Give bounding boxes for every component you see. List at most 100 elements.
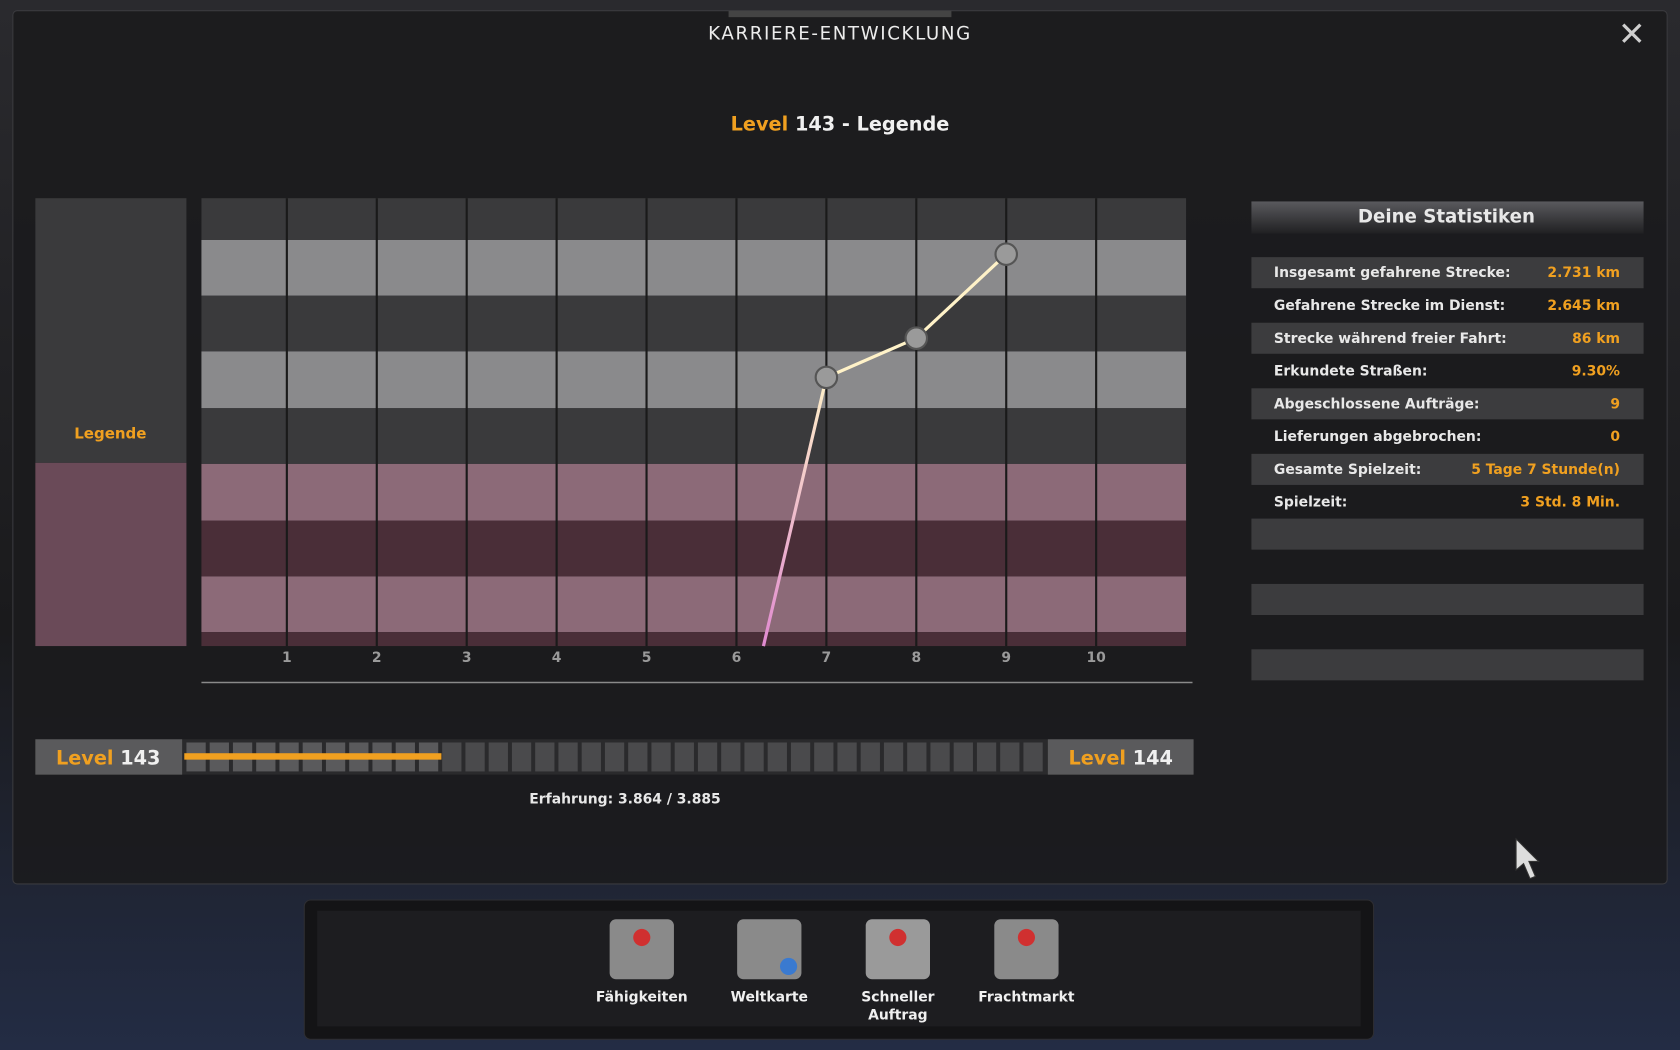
chart-band: [201, 198, 1187, 240]
stats-table: Insgesamt gefahrene Strecke: 2.731 km Gefa…: [1251, 257, 1644, 681]
progress-segment: [976, 742, 997, 772]
progress-segment: [1023, 742, 1043, 772]
menu-button[interactable]: Schneller Auftrag: [861, 919, 935, 1024]
stat-label: Lieferungen abgebrochen:: [1274, 429, 1481, 445]
chart-band: [201, 351, 1187, 409]
experience: Erfahrung: 3.864 / 3.885: [529, 791, 720, 807]
progress-segment: [442, 742, 462, 772]
progress-fill: [184, 753, 442, 760]
level-word: Level: [1068, 746, 1126, 769]
stats-row-bg: [1251, 257, 1644, 289]
stat-label: Gesamte Spielzeit:: [1274, 462, 1421, 478]
menu-icon-accent[interactable]: [1017, 928, 1035, 947]
menu-icon-accent[interactable]: [633, 928, 651, 947]
menu-label[interactable]: Schneller: [861, 989, 934, 1005]
stat-value: 86 km: [1572, 331, 1620, 347]
x-tick-label: 6: [732, 650, 742, 666]
x-tick-label: 5: [642, 650, 652, 666]
menu-button[interactable]: Frachtmarkt: [978, 919, 1075, 1005]
x-tick-label: 1: [282, 650, 292, 666]
stats-empty-row: [1251, 583, 1644, 615]
close-button[interactable]: [1622, 23, 1642, 43]
career-point: [994, 242, 1019, 266]
menu-label[interactable]: Fähigkeiten: [596, 989, 688, 1005]
chart-band: [201, 520, 1187, 577]
progress-segment: [814, 742, 834, 772]
x-tick-label: 2: [372, 650, 382, 666]
stats-row-bg: [1251, 453, 1644, 485]
progress-segment: [488, 742, 508, 772]
progress-segment: [907, 742, 927, 772]
progress-segment: [674, 742, 694, 772]
menu-label[interactable]: Auftrag: [868, 1008, 928, 1024]
career-line: [761, 253, 1008, 647]
level-label: Level 144: [1068, 746, 1173, 769]
progress-segment: [697, 742, 718, 772]
stats-empty-row: [1251, 518, 1644, 550]
title: KARRIERE-ENTWICKLUNG: [708, 23, 972, 44]
level-number: 144: [1133, 746, 1173, 769]
menu-button[interactable]: Weltkarte: [731, 919, 808, 1005]
progress-segment: [953, 742, 973, 772]
menu-label[interactable]: Weltkarte: [731, 989, 808, 1005]
x-tick-label: 8: [911, 650, 921, 666]
menu-icon[interactable]: [994, 919, 1059, 980]
stat-label: Strecke während freier Fahrt:: [1274, 331, 1507, 347]
stat-label: Spielzeit:: [1274, 495, 1347, 511]
level-label: Level 143: [56, 746, 161, 769]
menu-icon-accent[interactable]: [889, 928, 907, 947]
level-number: 143: [795, 112, 835, 135]
panel-notch: [728, 10, 952, 18]
cursor: [1515, 837, 1540, 880]
menu-inner: [317, 910, 1361, 1027]
progress-segment: [837, 742, 857, 772]
menu-icon[interactable]: [865, 919, 930, 980]
stats-empty-row: [1251, 649, 1644, 681]
close-icon[interactable]: [1622, 23, 1642, 43]
progress-segment: [558, 742, 578, 772]
menu: Fähigkeiten Weltkarte Schneller Auftrag Frac…: [596, 919, 1075, 1024]
progress-segment: [790, 742, 811, 772]
progress-segment: [651, 742, 671, 772]
stat-value: 0: [1610, 429, 1620, 445]
progress-segment: [883, 742, 904, 772]
stat-value: 9.30%: [1572, 364, 1620, 380]
chart-band: [201, 632, 1187, 647]
progress-segment: [744, 742, 764, 772]
stat-label: Insgesamt gefahrene Strecke:: [1274, 265, 1511, 281]
chart-band: [201, 240, 1187, 296]
progress-segment: [860, 742, 880, 772]
x-tick-label: 4: [552, 650, 562, 666]
menu-icon[interactable]: [609, 919, 674, 980]
x-tick-label: 9: [1001, 650, 1011, 666]
career-point: [904, 326, 929, 350]
level-word: Level: [731, 112, 789, 135]
progress-segment: [604, 742, 625, 772]
x-tick-label: 3: [462, 650, 472, 666]
chart-band: [201, 295, 1187, 352]
progress-bar: Level 143 Level 144 Erfahrung: 3.864 / 3.8…: [35, 739, 1194, 807]
stats-row-bg: [1251, 322, 1644, 354]
chart-band: [201, 576, 1187, 633]
stat-value: 2.645 km: [1547, 298, 1620, 314]
menu-button[interactable]: Fähigkeiten: [596, 919, 688, 1005]
progress-segment: [465, 742, 485, 772]
progress-segment: [930, 742, 950, 772]
career-point: [814, 365, 839, 390]
x-tick-label: 10: [1086, 650, 1106, 666]
legend-band: [35, 198, 187, 463]
progress-segment: [767, 742, 787, 772]
progress-segment: [1000, 742, 1020, 772]
menu-label[interactable]: Frachtmarkt: [978, 989, 1075, 1005]
level-box-right: [1047, 739, 1194, 775]
level-suffix: - Legende: [842, 112, 949, 135]
menu-icon-accent[interactable]: [780, 957, 798, 975]
chart-band: [201, 463, 1187, 521]
x-tick-label: 7: [822, 650, 832, 666]
stat-value: 2.731 km: [1547, 265, 1620, 281]
progress-segment: [581, 742, 601, 772]
stat-label: Erkundete Straßen:: [1274, 364, 1428, 380]
progress-segment: [628, 742, 648, 772]
